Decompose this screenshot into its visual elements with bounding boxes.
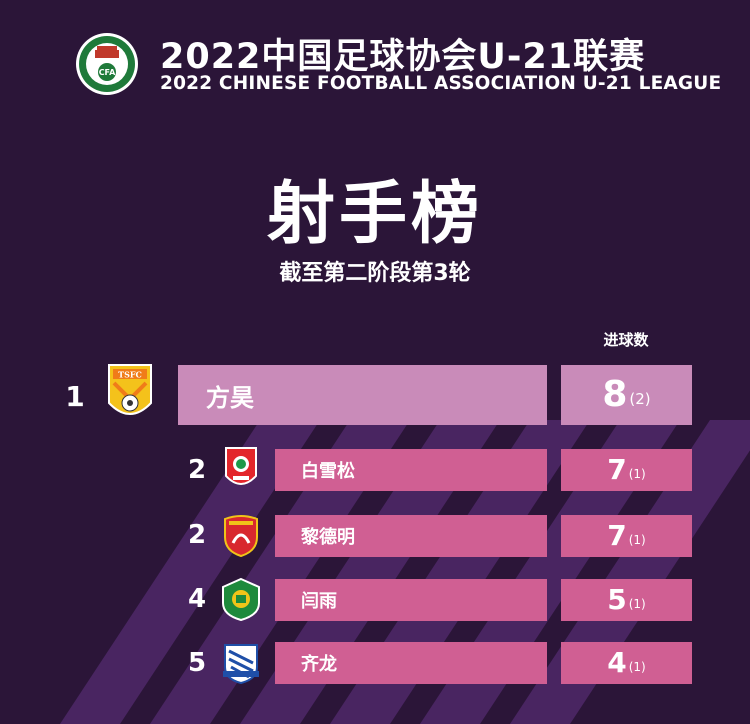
- changchun-yatai-crest-icon: [225, 447, 257, 485]
- goals-value: 8: [602, 374, 628, 415]
- rank-label: 5: [187, 648, 207, 678]
- beijing-guoan-crest-icon: [222, 577, 260, 621]
- player-name: 闫雨: [301, 591, 337, 612]
- shandong-taishan-crest-icon: TSFC: [108, 364, 152, 415]
- player-name: 齐龙: [301, 654, 337, 675]
- cfa-logo-text: CFA: [99, 68, 116, 77]
- rank-label: 2: [187, 455, 207, 485]
- penalty-goals: (1): [628, 533, 646, 547]
- goals-value: 7: [607, 453, 627, 486]
- penalty-goals: (2): [629, 390, 651, 408]
- shanghai-port-crest-icon: [224, 515, 258, 557]
- shanghai-shenhua-crest-icon: [223, 644, 259, 685]
- player-name-bar: 黎德明: [275, 515, 547, 557]
- player-name: 方昊: [206, 383, 254, 412]
- league-title-en: 2022 CHINESE FOOTBALL ASSOCIATION U-21 L…: [160, 73, 722, 94]
- cfa-logo-icon: CFA: [76, 33, 138, 95]
- player-name-bar: 齐龙: [275, 642, 547, 684]
- rank-label: 1: [65, 380, 85, 413]
- goals-box: 7 (1): [561, 515, 692, 557]
- goals-column-header: 进球数: [603, 331, 649, 349]
- goals-value: 4: [607, 646, 627, 679]
- player-name-bar: 方昊: [178, 365, 547, 425]
- goals-value: 5: [607, 583, 627, 616]
- goals-box: 8 (2): [561, 365, 692, 425]
- player-name: 白雪松: [301, 461, 355, 482]
- goals-box: 7 (1): [561, 449, 692, 491]
- rank-label: 2: [187, 520, 207, 550]
- crest-text: TSFC: [118, 370, 142, 380]
- player-name: 黎德明: [301, 527, 355, 548]
- penalty-goals: (1): [628, 467, 646, 481]
- goals-value: 7: [607, 519, 627, 552]
- page-title: 射手榜: [266, 175, 483, 254]
- rank-label: 4: [187, 584, 207, 614]
- page-subtitle: 截至第二阶段第3轮: [279, 261, 471, 286]
- penalty-goals: (1): [628, 660, 646, 674]
- player-name-bar: 白雪松: [275, 449, 547, 491]
- goals-box: 5 (1): [561, 579, 692, 621]
- league-title-cn: 2022中国足球协会U-21联赛: [160, 37, 646, 77]
- goals-box: 4 (1): [561, 642, 692, 684]
- penalty-goals: (1): [628, 597, 646, 611]
- player-name-bar: 闫雨: [275, 579, 547, 621]
